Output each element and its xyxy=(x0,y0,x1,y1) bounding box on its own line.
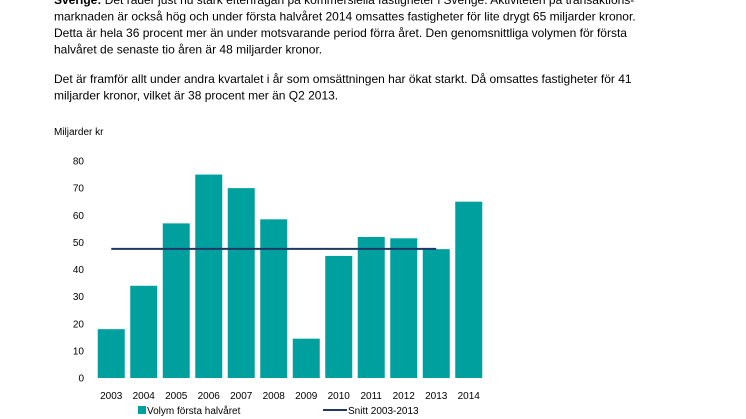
paragraph-line: Detta är hela 36 procent mer än under mo… xyxy=(54,26,627,40)
x-tick-label: 2012 xyxy=(393,391,416,402)
y-tick-label: 40 xyxy=(73,265,85,276)
paragraph-line: Sverige: Det råder just nu stark efterfr… xyxy=(54,0,634,7)
bar xyxy=(390,238,418,378)
x-tick-label: 2014 xyxy=(458,391,481,402)
y-tick-label: 0 xyxy=(78,374,84,385)
text: marknaden är också hög och under första … xyxy=(54,10,636,24)
bar xyxy=(97,329,125,378)
bar xyxy=(357,236,385,378)
x-tick-label: 2006 xyxy=(198,391,221,402)
lead: Sverige: xyxy=(54,0,101,7)
x-tick-label: 2010 xyxy=(328,391,351,402)
bar xyxy=(325,255,353,378)
text: Det råder just nu stark efterfrågan på k… xyxy=(105,0,635,7)
x-tick-label: 2004 xyxy=(133,391,156,402)
y-tick-label: 50 xyxy=(73,238,85,249)
text: miljarder kronor, vilket är 38 procent m… xyxy=(54,89,338,103)
y-tick-label: 20 xyxy=(73,319,85,330)
y-tick-label: 70 xyxy=(73,184,85,195)
y-axis-label: Miljarder kr xyxy=(54,127,104,138)
x-tick-label: 2009 xyxy=(295,391,318,402)
y-tick-label: 30 xyxy=(73,292,85,303)
bar xyxy=(292,338,320,378)
y-tick-label: 10 xyxy=(73,346,85,357)
x-tick-label: 2013 xyxy=(425,391,448,402)
x-tick-label: 2005 xyxy=(165,391,188,402)
bar xyxy=(422,249,450,378)
legend-label: Snitt 2003-2013 xyxy=(348,406,419,417)
paragraph-line: miljarder kronor, vilket är 38 procent m… xyxy=(54,89,338,103)
y-tick-label: 80 xyxy=(73,157,85,168)
bar xyxy=(260,219,288,378)
y-tick-label: 60 xyxy=(73,211,85,222)
text: halvåret de senaste tio åren är 48 milja… xyxy=(54,43,322,57)
bar xyxy=(455,201,483,378)
x-tick-label: 2008 xyxy=(263,391,286,402)
bar xyxy=(195,174,223,378)
paragraph-line: Det är framför allt under andra kvartale… xyxy=(54,72,632,86)
bar xyxy=(130,285,158,378)
bar xyxy=(162,223,190,378)
paragraph-line: halvåret de senaste tio åren är 48 milja… xyxy=(54,43,322,57)
bar xyxy=(227,188,255,378)
legend-swatch xyxy=(138,406,146,414)
paragraph-line: marknaden är också hög och under första … xyxy=(54,10,636,24)
x-tick-label: 2007 xyxy=(230,391,253,402)
x-tick-label: 2011 xyxy=(360,391,382,402)
text: Detta är hela 36 procent mer än under mo… xyxy=(54,26,627,40)
text: Det är framför allt under andra kvartale… xyxy=(54,72,632,86)
legend-label: Volym första halvåret xyxy=(147,405,241,417)
x-tick-label: 2003 xyxy=(100,391,123,402)
